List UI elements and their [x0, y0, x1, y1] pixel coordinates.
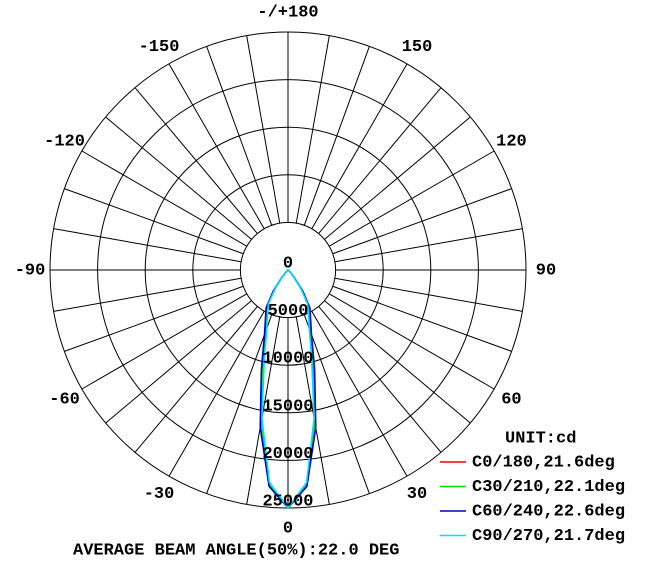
angle-tick-label: -90 [15, 261, 46, 280]
angle-tick-label: 0 [283, 519, 293, 538]
r-tick-label: 5000 [268, 302, 309, 321]
angle-tick-label: 60 [501, 390, 521, 409]
angle-tick-label: 120 [496, 132, 527, 151]
ring [144, 126, 432, 414]
ring [239, 221, 337, 319]
legend-label: C30/210,22.1deg [472, 478, 625, 497]
angle-tick-label: -30 [144, 485, 175, 504]
angle-tick-label: -150 [139, 38, 180, 57]
ring [97, 79, 479, 461]
r-tick-label: 15000 [262, 397, 313, 416]
angle-tick-label: -120 [44, 132, 85, 151]
legend-label: C60/240,22.6deg [472, 502, 625, 521]
angle-tick-label: -60 [49, 390, 80, 409]
legend-title: UNIT:cd [505, 429, 576, 448]
angle-tick-label: 90 [536, 261, 556, 280]
legend-label: C90/270,21.7deg [472, 527, 625, 546]
intensity-curve [261, 269, 315, 510]
angle-tick-label: 150 [402, 38, 433, 57]
r-tick-label: 0 [283, 254, 293, 273]
legend-label: C0/180,21.6deg [472, 453, 615, 472]
angle-tick-label: -/+180 [257, 3, 318, 22]
r-tick-label: 10000 [262, 350, 313, 369]
r-tick-label: 20000 [262, 445, 313, 464]
footer: AVERAGE BEAM ANGLE(50%):22.0 DEG [73, 541, 399, 560]
angle-tick-label: 30 [407, 485, 427, 504]
r-tick-label: 25000 [262, 492, 313, 511]
ring [192, 174, 384, 366]
